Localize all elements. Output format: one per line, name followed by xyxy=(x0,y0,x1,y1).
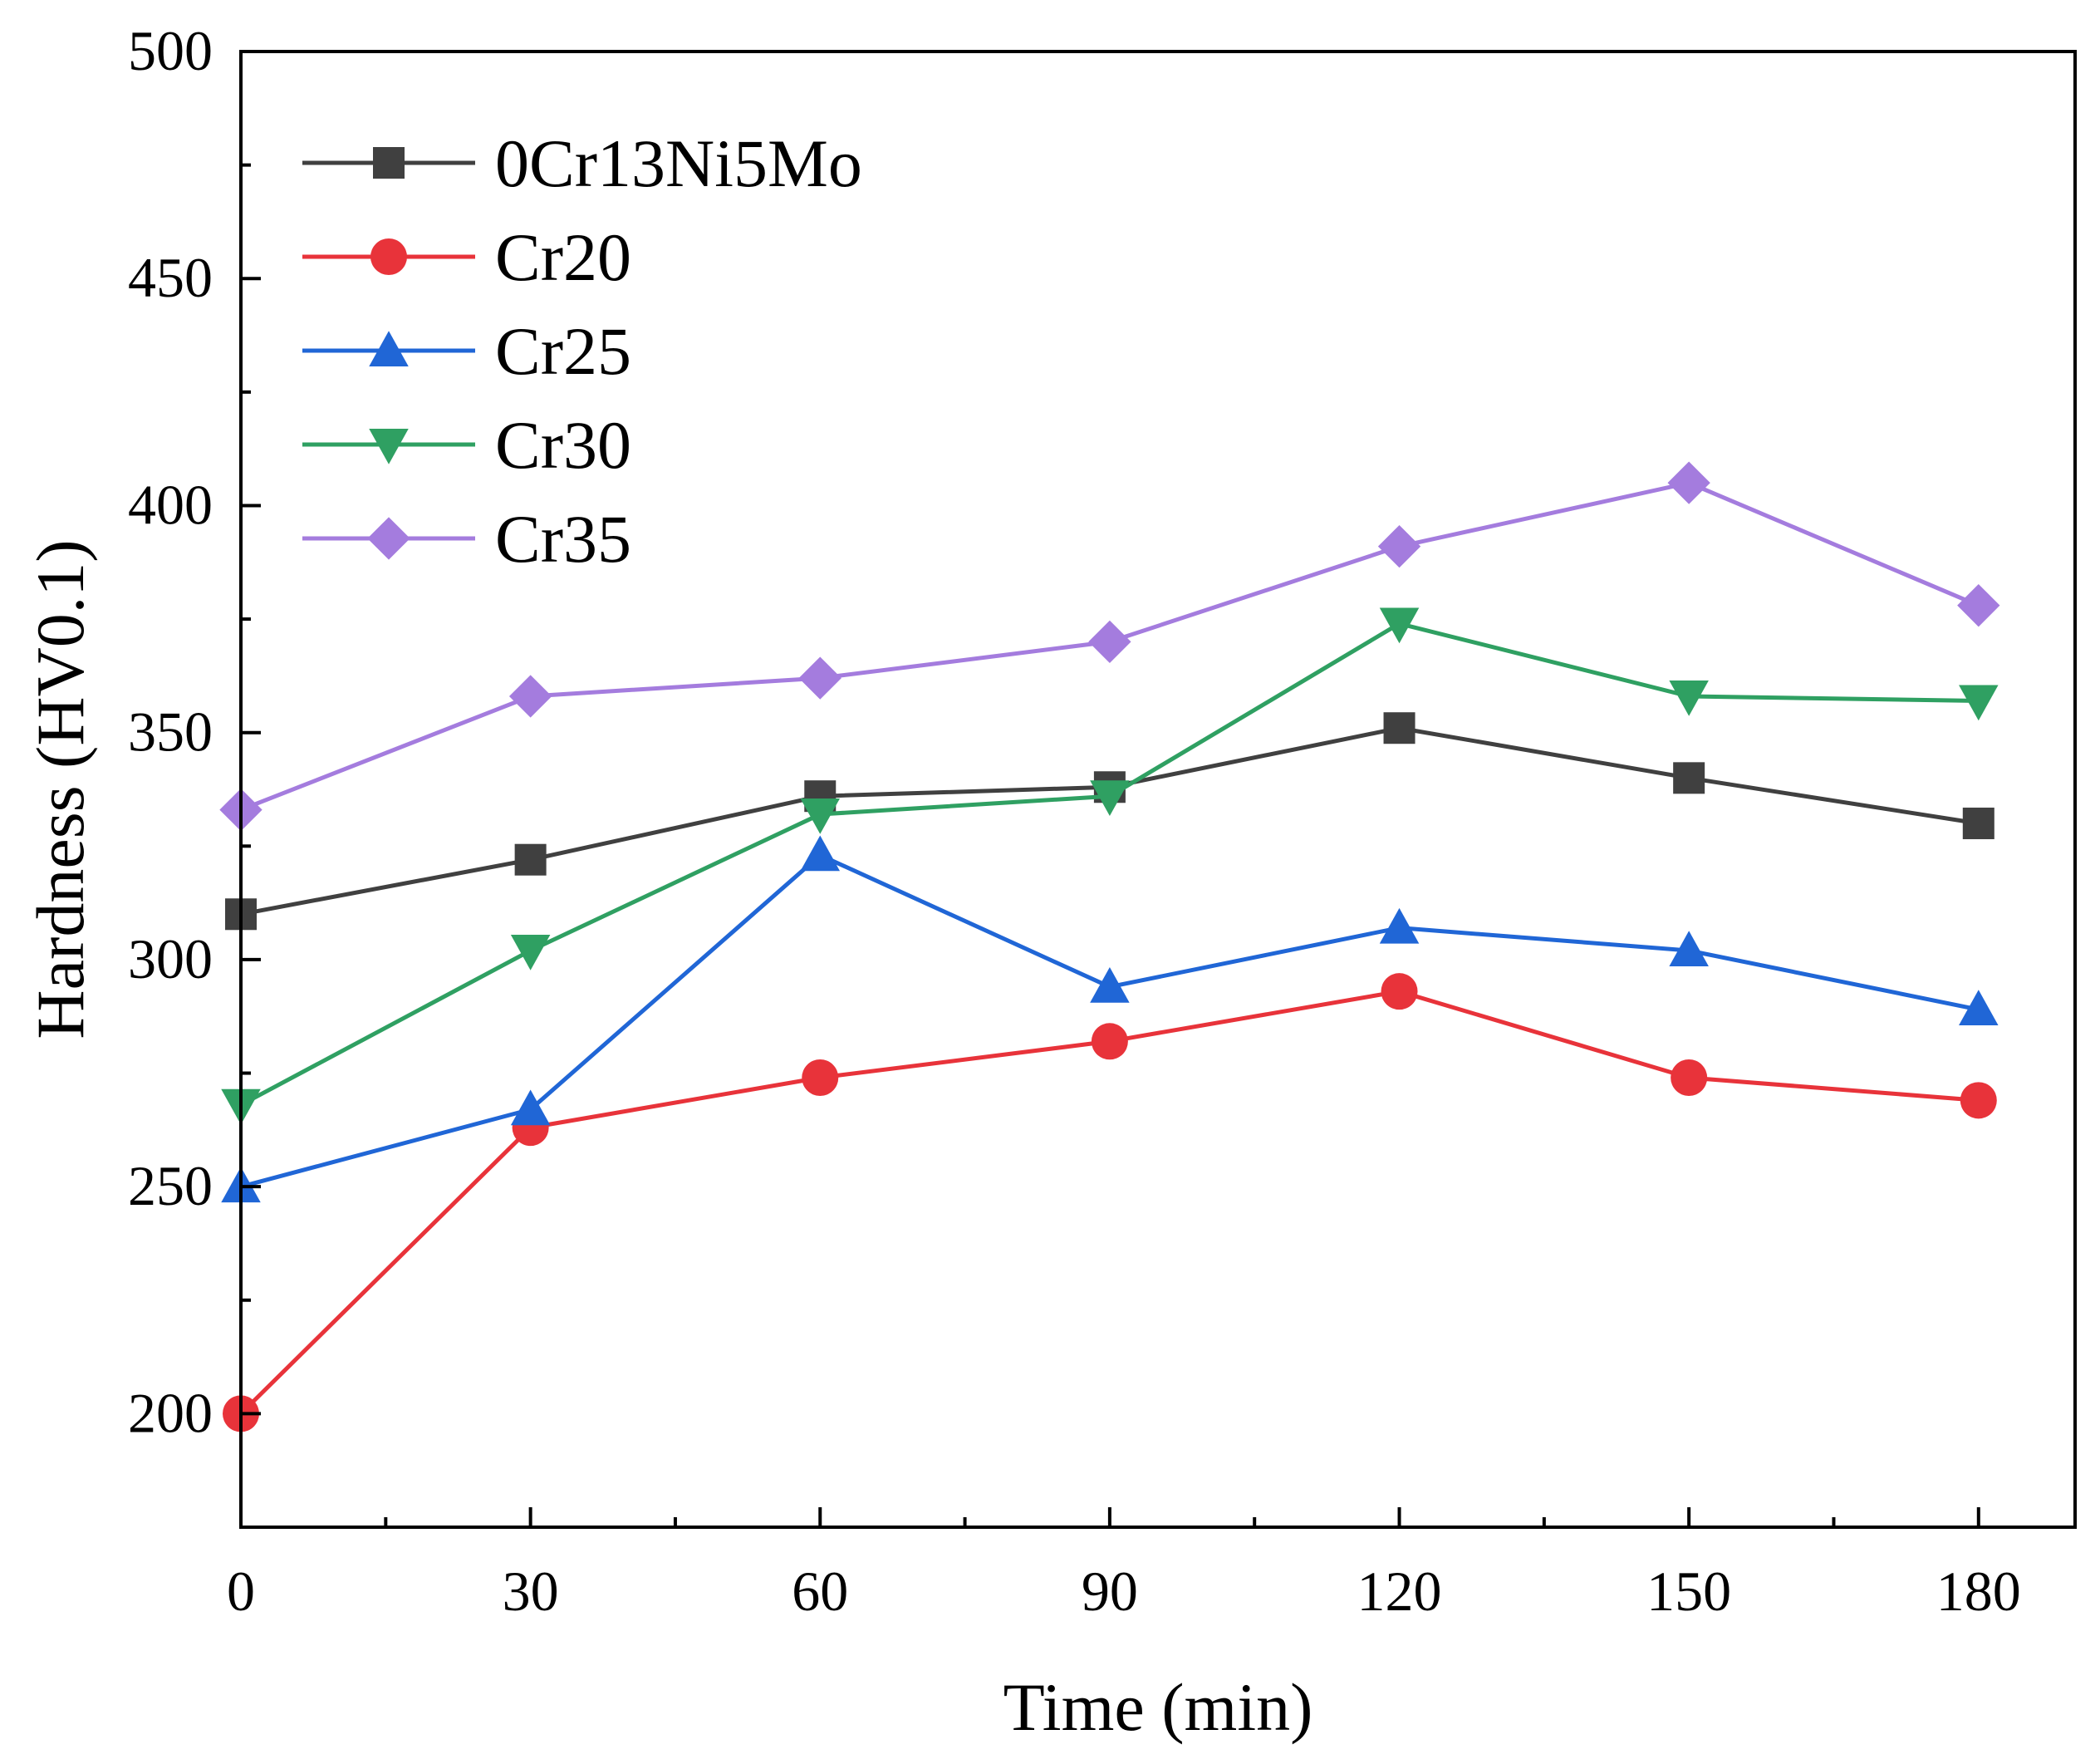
series-cr25 xyxy=(221,835,1999,1203)
y-tick-label: 500 xyxy=(128,19,213,82)
legend-marker xyxy=(367,517,410,560)
legend-item: Cr20 xyxy=(302,219,631,295)
data-point xyxy=(1383,712,1416,744)
y-tick-label: 200 xyxy=(128,1381,213,1444)
data-point xyxy=(800,835,841,872)
data-point xyxy=(798,656,841,700)
axes-layer: 0 30 60 90 120 150 180 200 250 300 350 400 450 500 xyxy=(128,19,2077,1623)
y-tick-label: 300 xyxy=(128,927,213,990)
data-point xyxy=(1381,973,1418,1010)
x-tick-label: 150 xyxy=(1646,1560,1731,1623)
data-point xyxy=(1090,780,1130,816)
x-axis-title: Time (min) xyxy=(1003,1669,1313,1745)
data-point xyxy=(1960,1082,1997,1119)
data-point xyxy=(800,798,841,834)
y-tick-label: 400 xyxy=(128,473,213,536)
legend-label: Cr20 xyxy=(495,219,631,295)
data-point xyxy=(514,843,547,876)
legend-marker xyxy=(373,147,405,179)
x-tick-label: 30 xyxy=(503,1560,559,1623)
data-point xyxy=(1959,990,1999,1026)
y-tick-label: 250 xyxy=(128,1154,213,1217)
legend: 0Cr13Ni5Mo Cr20 Cr25 Cr30 Cr35 xyxy=(302,125,862,577)
data-point xyxy=(1379,607,1420,644)
data-point xyxy=(1669,931,1709,966)
y-axis-title: Hardness (HV0.1) xyxy=(22,539,98,1039)
series-0cr13ni5mo xyxy=(225,712,1995,931)
data-point xyxy=(1379,907,1420,944)
data-point xyxy=(1959,685,1999,721)
data-point xyxy=(1091,1023,1128,1060)
data-point xyxy=(508,675,552,718)
legend-marker xyxy=(369,331,409,366)
series-line xyxy=(240,852,1980,1189)
plot-frame xyxy=(239,50,2077,1529)
series-line xyxy=(240,725,1980,916)
y-tick-label: 450 xyxy=(128,246,213,309)
data-point xyxy=(1957,584,2000,627)
x-tick-label: 120 xyxy=(1357,1560,1442,1623)
legend-item: Cr25 xyxy=(302,313,631,389)
x-tick-label: 0 xyxy=(227,1560,255,1623)
legend-label: Cr30 xyxy=(495,407,631,483)
legend-item: Cr30 xyxy=(302,407,631,483)
data-point xyxy=(1673,762,1705,794)
data-point xyxy=(802,1059,839,1097)
x-tick-label: 60 xyxy=(792,1560,848,1623)
legend-label: Cr25 xyxy=(495,313,631,389)
data-point xyxy=(510,1089,551,1126)
legend-label: 0Cr13Ni5Mo xyxy=(495,125,862,201)
legend-marker xyxy=(370,238,407,275)
legend-marker xyxy=(369,429,409,464)
legend-label: Cr35 xyxy=(495,501,631,577)
series-cr35 xyxy=(219,461,2000,832)
data-point xyxy=(1377,524,1421,568)
series-layer xyxy=(219,461,2000,1432)
data-point xyxy=(1671,1059,1708,1097)
data-point xyxy=(1088,620,1131,664)
data-point xyxy=(1667,461,1710,504)
legend-item: 0Cr13Ni5Mo xyxy=(302,125,862,201)
data-point xyxy=(1962,807,1995,839)
x-tick-label: 90 xyxy=(1082,1560,1138,1623)
data-point xyxy=(1090,966,1130,1003)
x-tick-label: 180 xyxy=(1936,1560,2021,1623)
series-cr30 xyxy=(221,607,1999,1125)
y-tick-label: 350 xyxy=(128,700,213,764)
data-point xyxy=(510,934,551,970)
data-point xyxy=(1669,680,1709,716)
series-cr20 xyxy=(223,973,1997,1432)
legend-item: Cr35 xyxy=(302,501,631,577)
